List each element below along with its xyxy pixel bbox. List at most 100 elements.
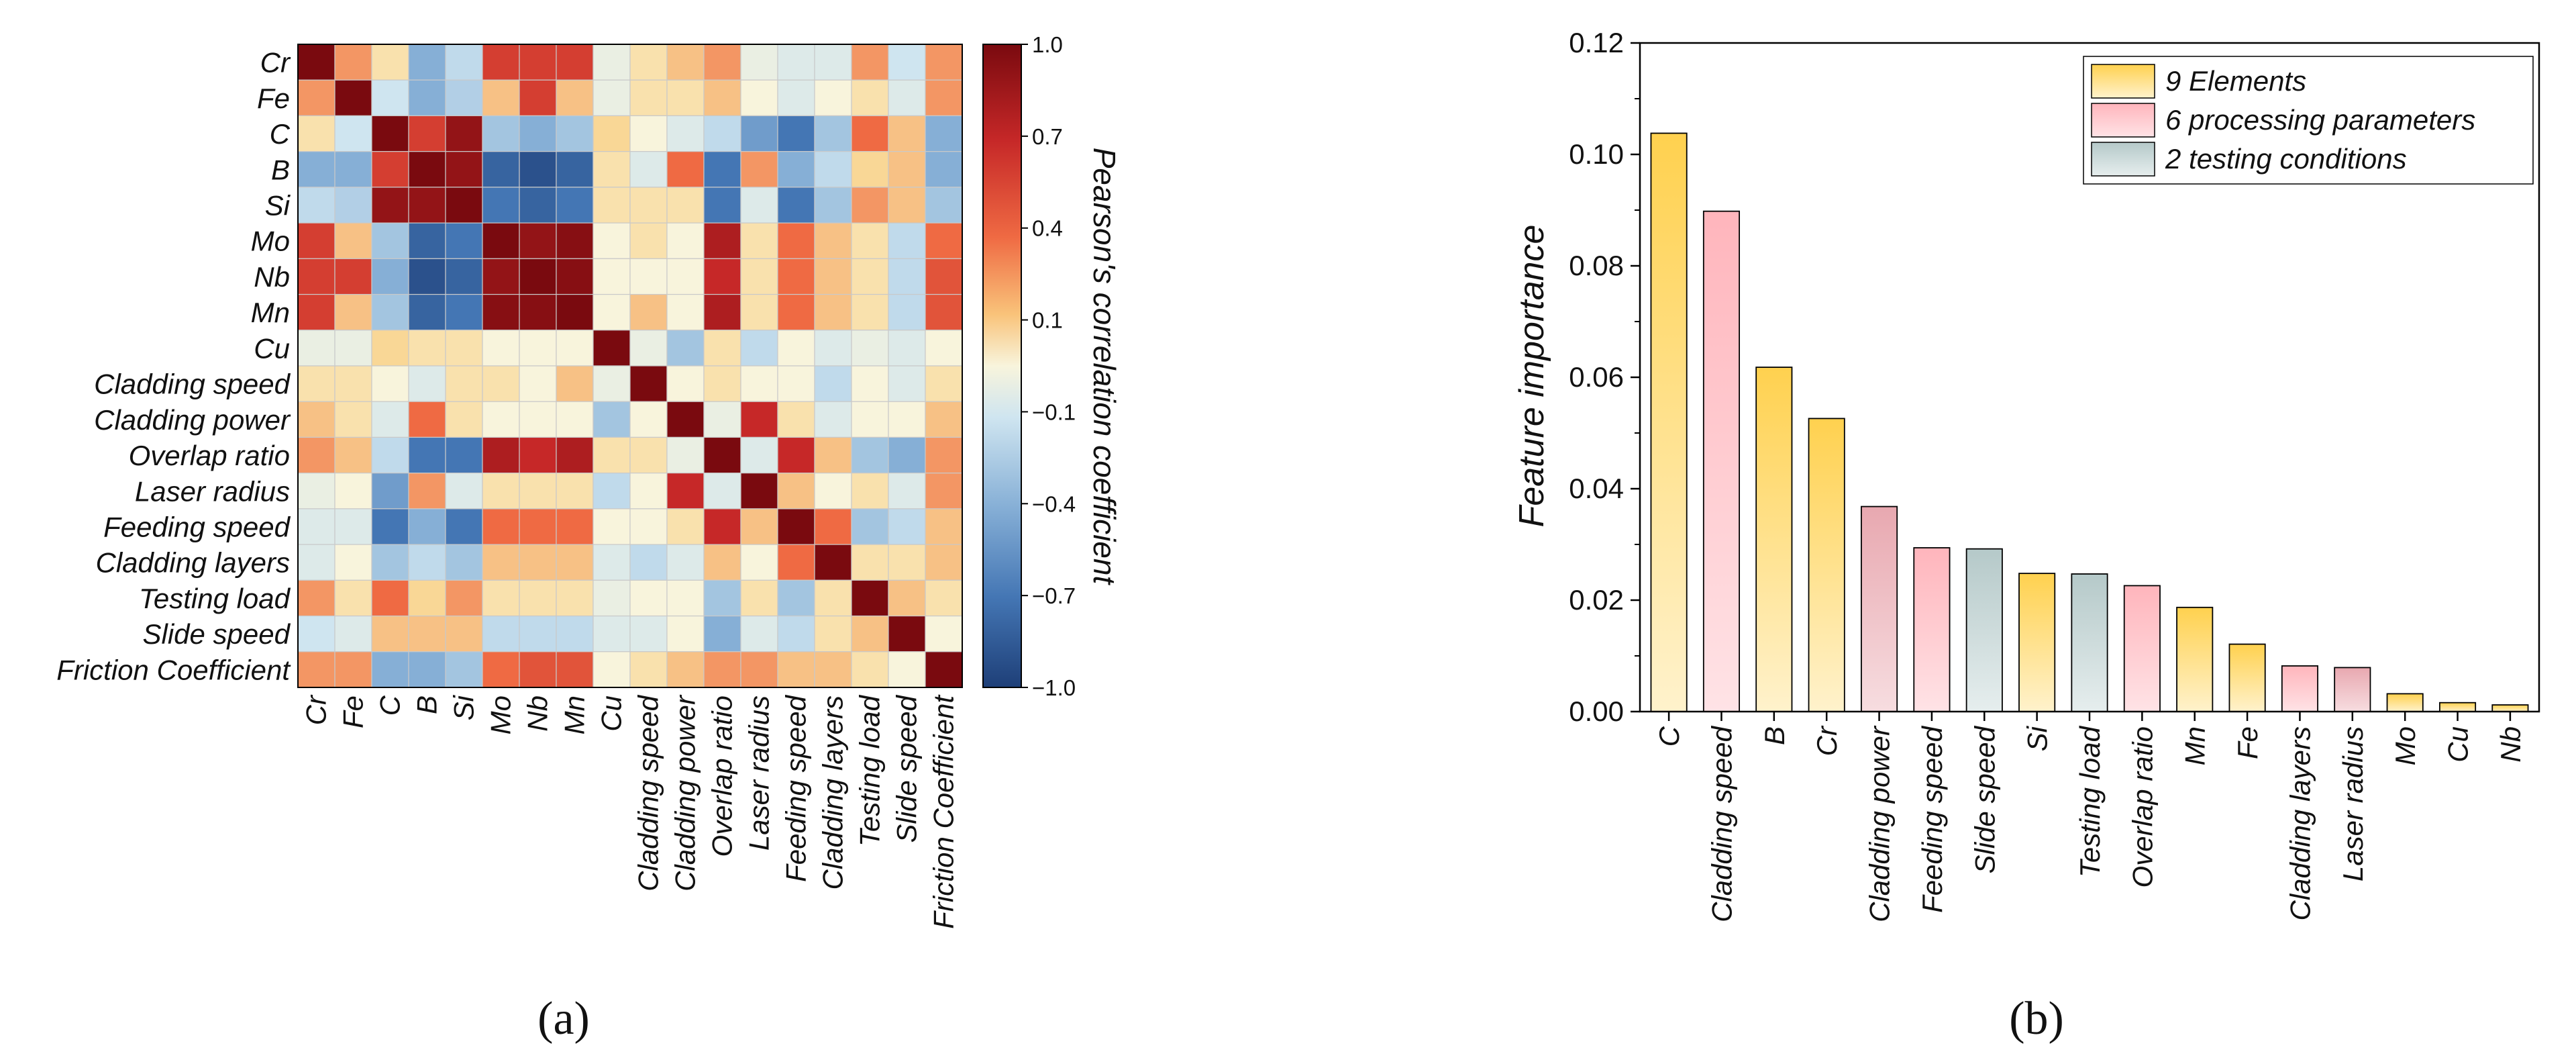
column-label-mn: Mn: [559, 695, 590, 734]
heatmap-cell: [851, 544, 889, 581]
heatmap-cell: [629, 293, 668, 331]
heatmap-cell: [629, 401, 668, 438]
heatmap-cell: [556, 258, 594, 295]
heatmap-cell: [703, 544, 741, 581]
heatmap-cell: [851, 115, 889, 152]
heatmap-cell: [740, 330, 778, 367]
x-label-testing-load: Testing load: [2074, 725, 2106, 877]
heatmap-cell: [925, 293, 963, 331]
heatmap-cell: [740, 579, 778, 617]
heatmap-cell: [703, 44, 741, 81]
heatmap-cell: [925, 436, 963, 474]
x-label-slide-speed: Slide speed: [1969, 725, 2000, 873]
heatmap-cell: [740, 651, 778, 688]
heatmap-cell: [556, 115, 594, 152]
heatmap-cell: [482, 293, 520, 331]
heatmap-cell: [519, 222, 557, 259]
heatmap-cell: [777, 615, 815, 653]
heatmap-cell: [297, 401, 336, 438]
heatmap-cell: [666, 544, 705, 581]
heatmap-cell: [445, 579, 483, 617]
heatmap-cell: [814, 365, 852, 402]
bar-cladding-power: [1861, 505, 1898, 712]
heatmap-cell: [334, 579, 372, 617]
colorbar-tick-label: −0.4: [1032, 491, 1076, 516]
heatmap-cell: [703, 330, 741, 367]
heatmap-cell: [629, 436, 668, 474]
column-label-slide-speed: Slide speed: [891, 694, 923, 842]
bar-testing-load: [2071, 573, 2108, 712]
heatmap-cell: [593, 615, 631, 653]
heatmap-cell: [334, 44, 372, 81]
heatmap-cell: [556, 579, 594, 617]
heatmap-cell: [408, 615, 446, 653]
heatmap-cell: [888, 79, 926, 117]
y-tick-label: 0.06: [1569, 361, 1624, 393]
row-label-b: B: [271, 154, 290, 185]
x-label-feeding-speed: Feeding speed: [1916, 725, 1948, 913]
x-label-cladding-power: Cladding power: [1864, 725, 1896, 922]
heatmap-cell: [629, 151, 668, 188]
heatmap-cell: [519, 579, 557, 617]
heatmap-cell: [851, 44, 889, 81]
column-label-laser-radius: Laser radius: [743, 695, 775, 851]
heatmap-cell: [593, 44, 631, 81]
heatmap-cell: [297, 115, 336, 152]
heatmap-cell: [445, 115, 483, 152]
heatmap-cell: [925, 44, 963, 81]
heatmap-cell: [519, 651, 557, 688]
heatmap-cell: [593, 436, 631, 474]
heatmap-cell: [888, 544, 926, 581]
heatmap-cell: [740, 293, 778, 331]
heatmap-cell: [371, 436, 409, 474]
heatmap-cell: [925, 544, 963, 581]
row-label-laser-radius: Laser radius: [135, 475, 290, 507]
heatmap-cell: [777, 115, 815, 152]
heatmap-cell: [482, 222, 520, 259]
heatmap-cell: [519, 401, 557, 438]
heatmap-cell: [629, 508, 668, 545]
heatmap-cell: [556, 79, 594, 117]
heatmap-cell: [593, 187, 631, 224]
legend-swatch-testing: [2091, 142, 2155, 177]
y-tick-label: 0.12: [1569, 27, 1624, 58]
row-label-mo: Mo: [251, 226, 290, 257]
heatmap-cell: [851, 436, 889, 474]
heatmap-cell: [445, 187, 483, 224]
heatmap-cell: [888, 151, 926, 188]
heatmap-cell: [703, 401, 741, 438]
heatmap-cell: [334, 79, 372, 117]
heatmap-cell: [408, 330, 446, 367]
heatmap-cell: [371, 330, 409, 367]
heatmap-cell: [740, 401, 778, 438]
heatmap-cell: [371, 651, 409, 688]
heatmap-cell: [925, 187, 963, 224]
heatmap-cell: [297, 579, 336, 617]
heatmap-cell: [445, 544, 483, 581]
heatmap-cell: [666, 615, 705, 653]
bar-feeding-speed: [1913, 547, 1951, 712]
heatmap-cell: [629, 187, 668, 224]
heatmap-cell: [593, 258, 631, 295]
heatmap-cell: [666, 473, 705, 510]
heatmap-cell: [297, 151, 336, 188]
heatmap-cell: [666, 44, 705, 81]
heatmap-cell: [445, 293, 483, 331]
colorbar-tick-label: −1.0: [1032, 675, 1076, 700]
heatmap-cell: [519, 508, 557, 545]
heatmap-cell: [925, 330, 963, 367]
bar-cladding-speed: [1702, 210, 1741, 712]
column-label-cladding-power: Cladding power: [670, 694, 701, 892]
heatmap-cell: [666, 330, 705, 367]
heatmap-cell: [519, 44, 557, 81]
feature-importance-bar-chart: 0.00 0.02 0.04 0.06 0.08 0.10 0.12 C Cladding s…: [1512, 27, 2540, 922]
heatmap-cell: [334, 473, 372, 510]
heatmap-cell: [925, 473, 963, 510]
heatmap-cell: [925, 651, 963, 688]
heatmap-cell: [703, 222, 741, 259]
column-label-cr: Cr: [301, 694, 332, 725]
heatmap-cell: [593, 579, 631, 617]
legend-label-element: 9 Elements: [2165, 65, 2306, 97]
heatmap-cell: [777, 187, 815, 224]
